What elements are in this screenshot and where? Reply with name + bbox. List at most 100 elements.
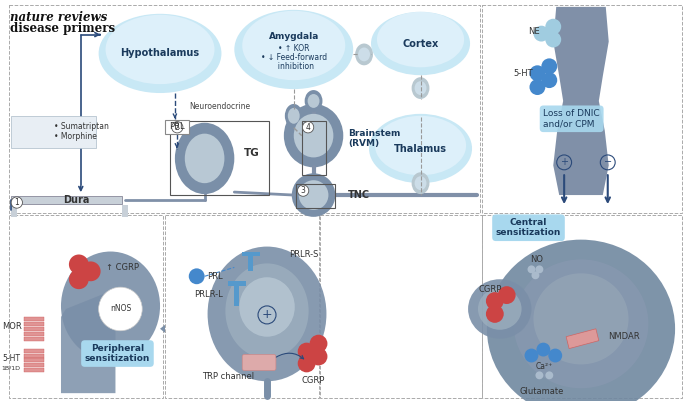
Bar [10, 215, 163, 398]
Text: −: − [603, 158, 612, 167]
Text: CGRP: CGRP [302, 376, 325, 385]
Circle shape [298, 343, 316, 360]
Text: 1: 1 [14, 198, 19, 207]
Ellipse shape [468, 279, 532, 339]
Text: 3: 3 [301, 186, 306, 195]
Text: PRLR-L: PRLR-L [194, 290, 223, 299]
FancyBboxPatch shape [242, 355, 276, 370]
Ellipse shape [185, 134, 225, 183]
Ellipse shape [288, 108, 300, 124]
Bar [165, 120, 189, 134]
Bar [25, 359, 44, 362]
Circle shape [536, 343, 550, 357]
Circle shape [69, 254, 89, 274]
Ellipse shape [355, 44, 373, 65]
Text: • ↓ Feed-forward: • ↓ Feed-forward [261, 53, 327, 62]
Bar [25, 364, 44, 368]
Ellipse shape [208, 247, 327, 381]
Text: Brainstem
(RVM): Brainstem (RVM) [348, 129, 401, 148]
Text: NO: NO [530, 255, 543, 264]
Ellipse shape [514, 260, 648, 388]
Bar [321, 215, 482, 398]
Circle shape [525, 349, 538, 362]
Ellipse shape [487, 240, 675, 403]
Bar [301, 121, 327, 175]
Text: nNOS: nNOS [110, 305, 131, 314]
Text: Cortex: Cortex [402, 39, 438, 48]
Ellipse shape [369, 114, 472, 183]
Circle shape [541, 58, 557, 74]
Bar [25, 332, 44, 336]
Text: Hypothalamus: Hypothalamus [121, 48, 199, 58]
Ellipse shape [285, 104, 303, 128]
Text: Ca²⁺: Ca²⁺ [536, 362, 553, 371]
Polygon shape [553, 7, 609, 195]
Text: 5-HT: 5-HT [514, 69, 534, 78]
Circle shape [298, 355, 316, 372]
Bar [123, 205, 128, 217]
Circle shape [486, 292, 503, 310]
Bar [165, 215, 319, 398]
Bar [25, 368, 44, 372]
Text: Central
sensitization: Central sensitization [496, 218, 561, 237]
Circle shape [532, 271, 539, 279]
Circle shape [486, 305, 503, 323]
Ellipse shape [534, 273, 629, 364]
Circle shape [189, 268, 205, 284]
Ellipse shape [225, 264, 309, 359]
Text: NE: NE [527, 27, 539, 36]
Ellipse shape [239, 277, 295, 337]
Circle shape [530, 65, 545, 81]
Ellipse shape [308, 94, 319, 108]
Circle shape [545, 19, 561, 35]
Bar [25, 322, 44, 326]
Text: TG: TG [245, 148, 260, 158]
Circle shape [541, 72, 557, 88]
Ellipse shape [478, 288, 521, 330]
Bar [12, 116, 96, 147]
Circle shape [99, 287, 142, 331]
Ellipse shape [414, 81, 427, 95]
Circle shape [498, 286, 516, 304]
Text: disease primers: disease primers [10, 22, 116, 35]
Bar [228, 281, 246, 286]
Ellipse shape [414, 176, 427, 190]
Text: PRLR-S: PRLR-S [289, 250, 318, 259]
Text: inhibition: inhibition [273, 62, 314, 71]
Circle shape [536, 372, 543, 379]
Text: +: + [262, 308, 273, 322]
Ellipse shape [358, 48, 370, 61]
Polygon shape [61, 289, 116, 393]
Text: 4: 4 [306, 123, 310, 132]
Circle shape [545, 372, 553, 379]
Circle shape [534, 26, 549, 42]
Bar [25, 317, 44, 321]
Bar [482, 215, 682, 398]
Ellipse shape [305, 90, 323, 112]
Bar [248, 251, 253, 271]
Polygon shape [160, 325, 165, 333]
Bar [25, 327, 44, 331]
Text: Peripheral
sensitization: Peripheral sensitization [85, 344, 150, 363]
Text: PRL: PRL [169, 122, 185, 131]
Ellipse shape [284, 104, 343, 167]
Text: Thalamus: Thalamus [394, 143, 447, 154]
Bar [12, 196, 123, 204]
Ellipse shape [99, 14, 221, 93]
Circle shape [527, 266, 536, 273]
Ellipse shape [299, 180, 328, 210]
Text: Amygdala: Amygdala [269, 32, 319, 41]
Polygon shape [566, 329, 599, 349]
Ellipse shape [375, 116, 466, 175]
Bar [10, 5, 480, 213]
Bar [234, 281, 239, 306]
Circle shape [545, 31, 561, 48]
Text: Neuroendocrine: Neuroendocrine [190, 102, 251, 111]
Text: Glutamate: Glutamate [519, 387, 564, 396]
Circle shape [548, 349, 562, 362]
Text: Dura: Dura [62, 195, 89, 205]
Text: PRL: PRL [208, 272, 223, 281]
Text: 1B/1D: 1B/1D [1, 366, 21, 371]
Text: • ↑ KOR: • ↑ KOR [278, 44, 310, 53]
Ellipse shape [292, 173, 336, 217]
